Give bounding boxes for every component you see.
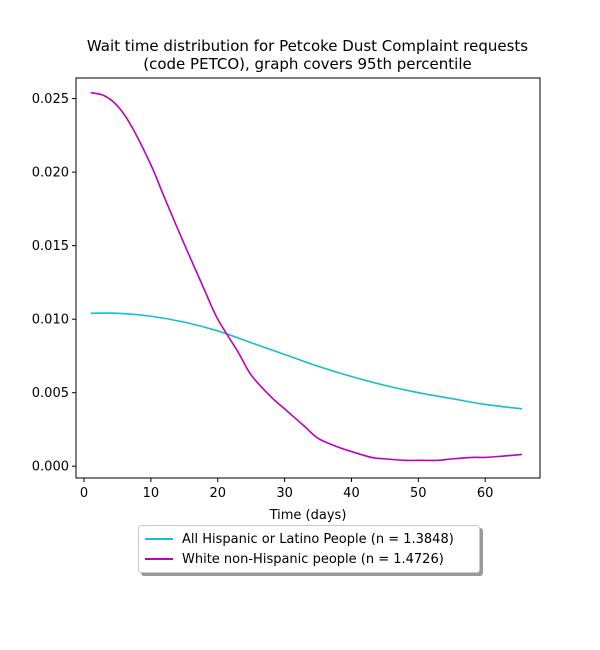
y-tick-label: 0.000 (32, 460, 69, 475)
x-tick: 20 (209, 478, 226, 501)
legend-label-white: White non-Hispanic people (n = 1.4726) (182, 551, 444, 567)
legend-item-hispanic: All Hispanic or Latino People (n = 1.384… (139, 530, 454, 548)
y-tick-label: 0.020 (32, 166, 69, 181)
y-tick: 0.010 (32, 313, 76, 328)
y-tick-label: 0.005 (32, 386, 69, 401)
series-layer (90, 91, 523, 462)
legend-swatch-hispanic (145, 538, 173, 540)
series-line-1 (90, 91, 523, 462)
y-tick-label: 0.010 (32, 313, 69, 328)
x-tick: 10 (143, 478, 160, 501)
y-tick: 0.025 (32, 92, 76, 107)
x-tick: 30 (276, 478, 293, 501)
x-axis-label: Time (days) (269, 508, 347, 523)
legend-swatch-white (145, 558, 173, 560)
legend: All Hispanic or Latino People (n = 1.384… (138, 525, 480, 573)
chart-title-line-2: (code PETCO), graph covers 95th percenti… (143, 55, 472, 73)
x-tick-label: 60 (477, 486, 494, 501)
series-line-0 (90, 312, 523, 410)
y-tick-label: 0.025 (32, 92, 69, 107)
x-tick-label: 40 (343, 486, 360, 501)
legend-item-white: White non-Hispanic people (n = 1.4726) (139, 550, 444, 568)
x-tick-label: 0 (80, 486, 88, 501)
chart-title-line-1: Wait time distribution for Petcoke Dust … (86, 37, 529, 55)
x-tick: 0 (80, 478, 88, 501)
y-tick: 0.015 (32, 239, 76, 254)
x-tick-label: 30 (276, 486, 293, 501)
chart-title: Wait time distribution for Petcoke Dust … (0, 37, 600, 73)
x-axis: 0 10 20 30 40 50 60 (80, 478, 494, 501)
y-tick-label: 0.015 (32, 239, 69, 254)
plot-frame (75, 77, 541, 479)
x-tick-label: 10 (143, 486, 160, 501)
legend-label-hispanic: All Hispanic or Latino People (n = 1.384… (182, 531, 454, 547)
x-tick: 40 (343, 478, 360, 501)
y-axis: 0.000 0.005 0.010 0.015 0.020 0.025 (32, 92, 76, 475)
y-tick: 0.005 (32, 386, 76, 401)
x-tick-label: 50 (410, 486, 427, 501)
x-tick: 60 (477, 478, 494, 501)
x-tick-label: 20 (209, 486, 226, 501)
x-tick: 50 (410, 478, 427, 501)
y-tick: 0.000 (32, 460, 76, 475)
y-tick: 0.020 (32, 166, 76, 181)
